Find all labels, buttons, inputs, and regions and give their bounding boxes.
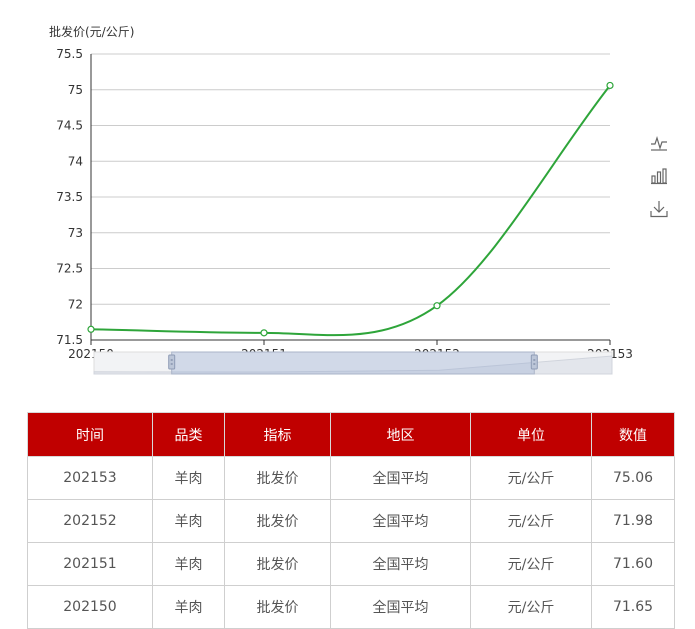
cell-category: 羊肉 <box>152 499 225 543</box>
gridlines <box>90 53 610 341</box>
col-header-region: 地区 <box>330 412 471 457</box>
y-tick-label: 74.5 <box>56 119 83 133</box>
cell-indicator: 批发价 <box>224 456 331 500</box>
cell-time: 202152 <box>27 499 153 543</box>
cell-region: 全国平均 <box>330 585 471 629</box>
zoom-preview <box>93 355 613 375</box>
table-row: 202150 羊肉 批发价 全国平均 元/公斤 71.65 <box>27 585 675 629</box>
download-icon[interactable] <box>650 200 668 218</box>
cell-indicator: 批发价 <box>224 542 331 586</box>
data-point <box>433 302 441 310</box>
series-line <box>90 84 611 337</box>
col-header-unit: 单位 <box>470 412 592 457</box>
table-row: 202153 羊肉 批发价 全国平均 元/公斤 75.06 <box>27 456 675 500</box>
zoom-handle <box>530 354 538 370</box>
cell-region: 全国平均 <box>330 499 471 543</box>
line-chart-icon[interactable] <box>650 134 668 152</box>
chart-toolbox <box>650 134 670 233</box>
cell-unit: 元/公斤 <box>470 542 592 586</box>
cell-value: 75.06 <box>591 456 675 500</box>
cell-category: 羊肉 <box>152 542 225 586</box>
table-header-row: 时间 品类 指标 地区 单位 数值 <box>27 412 675 457</box>
y-tick-label: 73.5 <box>56 190 83 204</box>
zoom-handle <box>168 354 176 370</box>
data-point <box>260 329 268 337</box>
y-tick-label: 72 <box>68 297 83 311</box>
cell-time: 202151 <box>27 542 153 586</box>
cell-category: 羊肉 <box>152 585 225 629</box>
cell-unit: 元/公斤 <box>470 456 592 500</box>
col-header-indicator: 指标 <box>224 412 331 457</box>
y-tick-label: 74 <box>68 154 83 168</box>
cell-value: 71.65 <box>591 585 675 629</box>
cell-unit: 元/公斤 <box>470 499 592 543</box>
data-point <box>606 81 614 90</box>
data-table: 时间 品类 指标 地区 单位 数值 202153 羊肉 批发价 全国平均 元/公… <box>27 412 675 629</box>
col-header-time: 时间 <box>27 412 153 457</box>
y-tick-label: 73 <box>68 226 83 240</box>
y-tick-labels: 71.5 72 72.5 73 73.5 74 74.5 75 75.5 <box>56 47 83 347</box>
cell-value: 71.60 <box>591 542 675 586</box>
col-header-value: 数值 <box>591 412 675 457</box>
cell-value: 71.98 <box>591 499 675 543</box>
cell-time: 202153 <box>27 456 153 500</box>
cell-region: 全国平均 <box>330 542 471 586</box>
table-row: 202151 羊肉 批发价 全国平均 元/公斤 71.60 <box>27 542 675 586</box>
data-zoom-slider[interactable] <box>93 351 613 375</box>
y-tick-label: 75 <box>68 83 83 97</box>
y-tick-label: 71.5 <box>56 333 83 347</box>
cell-indicator: 批发价 <box>224 499 331 543</box>
table-row: 202152 羊肉 批发价 全国平均 元/公斤 71.98 <box>27 499 675 543</box>
cell-indicator: 批发价 <box>224 585 331 629</box>
y-axis-label: 批发价(元/公斤) <box>49 24 134 39</box>
zoom-window <box>171 351 535 375</box>
cell-time: 202150 <box>27 585 153 629</box>
data-point <box>87 325 95 333</box>
y-tick-label: 75.5 <box>56 47 83 61</box>
cell-region: 全国平均 <box>330 456 471 500</box>
col-header-category: 品类 <box>152 412 225 457</box>
bar-chart-icon[interactable] <box>650 167 668 185</box>
cell-unit: 元/公斤 <box>470 585 592 629</box>
cell-category: 羊肉 <box>152 456 225 500</box>
series-layer <box>87 81 614 337</box>
y-tick-label: 72.5 <box>56 262 83 276</box>
